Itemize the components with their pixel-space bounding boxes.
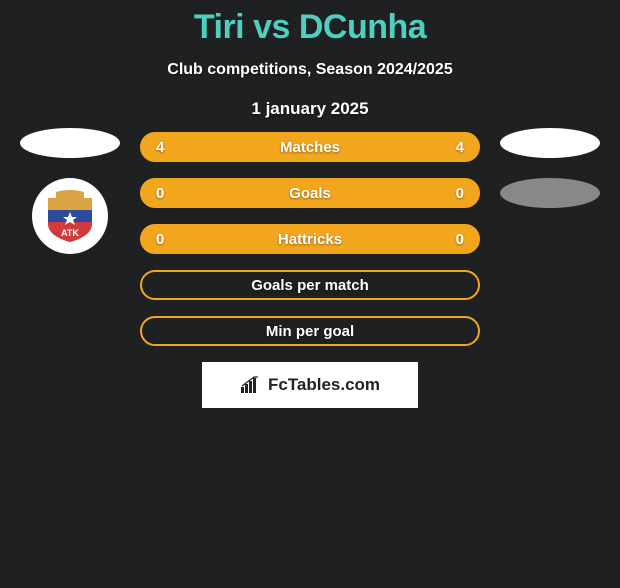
stat-row-min-per-goal: Min per goal: [140, 316, 480, 346]
brand-box: FcTables.com: [202, 362, 418, 408]
stat-left-value: 0: [156, 185, 164, 202]
stat-left-value: 4: [156, 139, 164, 156]
stat-label: Matches: [280, 139, 340, 156]
right-player-column: [490, 128, 610, 228]
stat-row-matches: 4 Matches 4: [140, 132, 480, 162]
date-label: 1 january 2025: [0, 99, 620, 119]
stat-right-value: 4: [456, 139, 464, 156]
stat-row-goals: 0 Goals 0: [140, 178, 480, 208]
left-player-column: ATK: [10, 128, 130, 254]
page-title: Tiri vs DCunha: [0, 8, 620, 47]
left-country-badge: [20, 128, 120, 158]
stat-row-hattricks: 0 Hattricks 0: [140, 224, 480, 254]
right-country-badge: [500, 128, 600, 158]
stat-row-goals-per-match: Goals per match: [140, 270, 480, 300]
svg-text:ATK: ATK: [61, 228, 79, 238]
brand-label: FcTables.com: [268, 375, 380, 395]
bar-chart-icon: [240, 376, 262, 394]
stat-label: Hattricks: [278, 231, 342, 248]
right-club-badge: [500, 178, 600, 208]
stat-label: Goals: [289, 185, 331, 202]
stat-label: Min per goal: [266, 323, 354, 340]
stats-panel: 4 Matches 4 0 Goals 0 0 Hattricks 0 Goal…: [140, 132, 480, 408]
stat-label: Goals per match: [251, 277, 369, 294]
subtitle: Club competitions, Season 2024/2025: [0, 61, 620, 79]
atk-crest-icon: ATK: [42, 188, 98, 244]
stat-left-value: 0: [156, 231, 164, 248]
stat-right-value: 0: [456, 231, 464, 248]
stat-right-value: 0: [456, 185, 464, 202]
left-club-badge: ATK: [32, 178, 108, 254]
